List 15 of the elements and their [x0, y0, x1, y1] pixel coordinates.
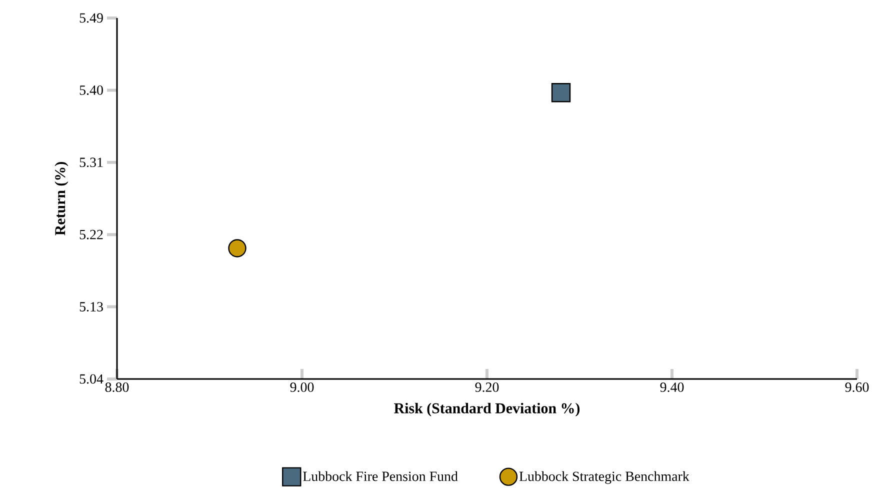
x-tick-label: 9.20 — [475, 382, 499, 392]
x-tick-label: 9.60 — [845, 382, 869, 392]
y-tick-label: 5.49 — [80, 13, 103, 23]
x-tick-label: 9.40 — [660, 382, 684, 392]
y-tick-label: 5.04 — [80, 374, 104, 384]
legend-label: Lubbock Strategic Benchmark — [519, 471, 690, 484]
y-tick-label: 5.40 — [80, 85, 103, 95]
y-tick-label: 5.31 — [80, 158, 103, 168]
x-tick-label: 9.00 — [290, 382, 314, 392]
y-tick-label: 5.13 — [80, 302, 103, 312]
x-axis-title: Risk (Standard Deviation %) — [394, 402, 580, 416]
legend-label: Lubbock Fire Pension Fund — [303, 471, 458, 482]
x-tick-label: 8.80 — [105, 382, 129, 392]
y-axis-title: Return (%) — [54, 162, 68, 236]
y-tick-label: 5.22 — [80, 230, 103, 240]
